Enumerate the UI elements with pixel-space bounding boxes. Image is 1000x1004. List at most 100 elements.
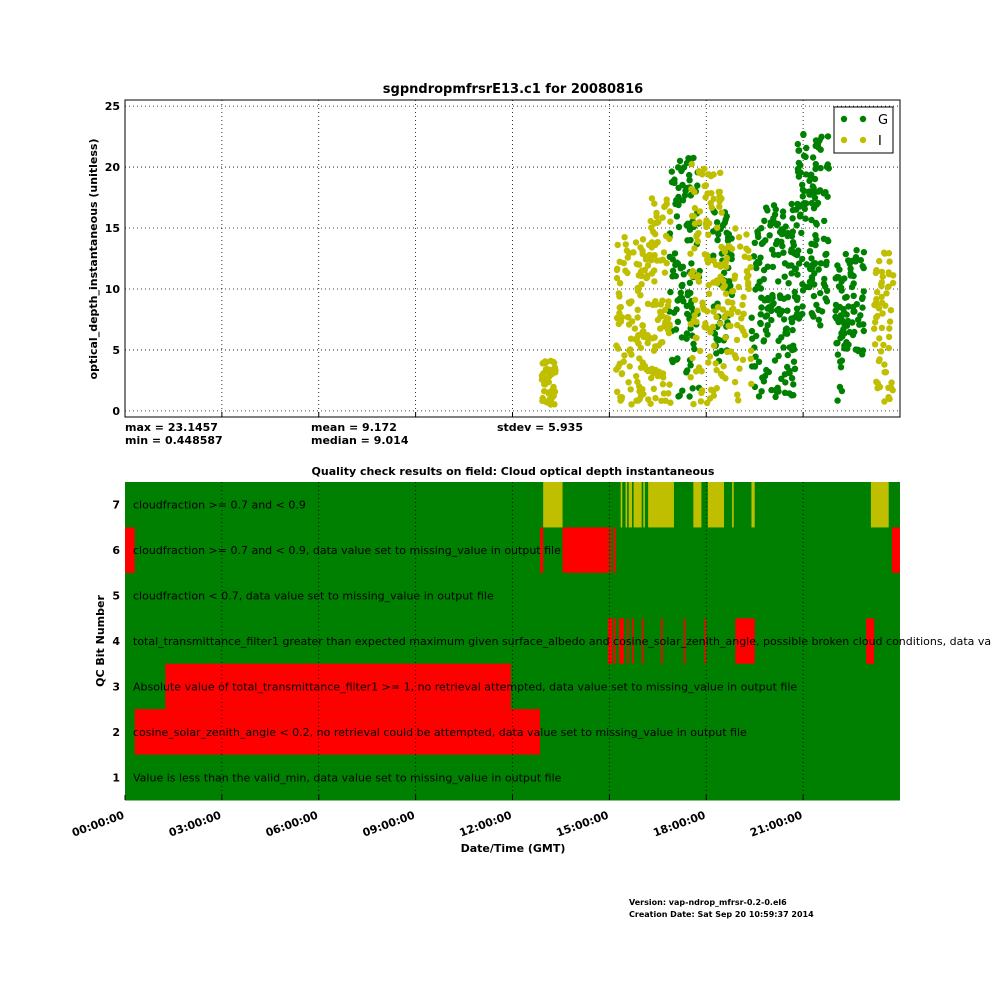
scatter-point-i	[745, 272, 752, 279]
qc-flag-segment	[735, 618, 755, 665]
scatter-point-g	[800, 130, 807, 138]
scatter-point-i	[689, 272, 696, 280]
scatter-point-g	[669, 267, 677, 274]
scatter-point-i	[691, 188, 698, 196]
legend-entry-i: I	[840, 134, 882, 149]
scatter-point-g	[812, 241, 819, 249]
scatter-point-g	[791, 365, 798, 373]
scatter-point-g	[823, 258, 830, 266]
scatter-point-i	[644, 300, 652, 307]
scatter-point-g	[823, 298, 831, 305]
scatter-point-g	[676, 157, 684, 165]
qc-flag-segment	[628, 482, 632, 528]
scatter-point-g	[780, 249, 787, 256]
scatter-point-i	[659, 381, 667, 388]
scatter-point-i	[705, 359, 712, 366]
scatter-point-i	[739, 301, 746, 309]
scatter-point-g	[675, 184, 682, 191]
scatter-point-g	[824, 193, 831, 200]
qc-bit-description: total_transmittance_filter1 greater than…	[133, 635, 991, 648]
legend-marker-g	[859, 115, 867, 123]
scatter-point-i	[688, 160, 695, 168]
scatter-point-g	[833, 315, 840, 322]
scatter-point-g	[799, 181, 806, 188]
scatter-point-i	[617, 394, 624, 401]
scatter-point-g	[784, 351, 791, 359]
scatter-point-i	[648, 195, 656, 202]
scatter-point-i	[639, 247, 646, 255]
qc-row-background	[125, 482, 900, 528]
scatter-point-i	[706, 353, 714, 360]
scatter-point-i	[691, 245, 698, 252]
scatter-point-i	[721, 247, 728, 254]
scatter-point-g	[753, 264, 760, 272]
scatter-point-i	[712, 261, 720, 268]
scatter-point-i	[713, 313, 720, 321]
scatter-point-i	[743, 231, 750, 238]
scatter-point-i	[658, 339, 665, 346]
scatter-point-i	[638, 267, 646, 274]
stat-min: min = 0.448587	[125, 434, 223, 447]
scatter-point-i	[691, 312, 698, 319]
scatter-point-g	[686, 171, 693, 179]
scatter-point-i	[710, 308, 717, 315]
scatter-point-g	[760, 338, 767, 345]
scatter-point-i	[705, 281, 712, 289]
scatter-frame	[124, 99, 901, 418]
scatter-point-g	[795, 247, 802, 254]
scatter-y-tick-label: 5	[112, 344, 120, 357]
scatter-point-g	[789, 228, 796, 235]
scatter-point-g	[799, 303, 806, 310]
qc-flag-segment	[693, 482, 702, 528]
qc-flag-segment	[614, 618, 616, 665]
scatter-point-g	[808, 255, 815, 262]
qc-flag-segment	[661, 618, 663, 665]
scatter-point-i	[650, 370, 658, 377]
scatter-point-i	[698, 387, 706, 395]
scatter-point-i	[725, 242, 732, 250]
scatter-point-i	[637, 344, 645, 352]
scatter-point-g	[803, 261, 810, 268]
scatter-point-g	[764, 322, 771, 329]
scatter-point-g	[679, 197, 687, 204]
scatter-point-g	[793, 222, 800, 229]
scatter-point-i	[878, 293, 885, 301]
scatter-point-i	[624, 269, 631, 277]
scatter-point-i	[653, 257, 661, 264]
scatter-y-tick-label: 25	[105, 100, 120, 113]
scatter-point-i	[719, 306, 727, 313]
scatter-point-g	[845, 303, 852, 310]
scatter-point-g	[859, 294, 866, 301]
legend-entry-g: G	[840, 113, 888, 128]
scatter-point-g	[817, 164, 824, 172]
scatter-point-i	[889, 279, 897, 287]
scatter-point-g	[832, 307, 839, 314]
scatter-title: sgpndropmfrsrE13.c1 for 20080816	[383, 82, 643, 97]
scatter-point-i	[722, 334, 729, 341]
scatter-point-g	[684, 289, 692, 296]
qc-flag-segment	[607, 527, 610, 574]
stat-mean: mean = 9.172	[311, 421, 397, 434]
scatter-point-g	[794, 168, 802, 176]
stat-stdev: stdev = 5.935	[497, 421, 583, 434]
scatter-point-g	[683, 330, 691, 337]
scatter-point-g	[784, 307, 791, 314]
scatter-point-i	[613, 342, 620, 349]
scatter-point-g	[844, 317, 852, 325]
scatter-point-i	[652, 230, 659, 238]
scatter-point-i	[629, 318, 636, 325]
scatter-point-i	[613, 274, 621, 282]
scatter-point-i	[723, 310, 731, 317]
scatter-point-g	[714, 236, 721, 244]
scatter-point-g	[813, 201, 820, 208]
scatter-point-i	[651, 334, 658, 341]
qc-title: Quality check results on field: Cloud op…	[312, 465, 715, 478]
scatter-point-i	[650, 385, 657, 392]
scatter-point-g	[674, 318, 682, 325]
scatter-point-g	[815, 316, 822, 323]
scatter-point-i	[646, 251, 653, 259]
scatter-point-g	[788, 392, 795, 399]
scatter-point-i	[713, 277, 721, 284]
scatter-point-i	[703, 217, 710, 224]
scatter-point-g	[817, 260, 825, 267]
